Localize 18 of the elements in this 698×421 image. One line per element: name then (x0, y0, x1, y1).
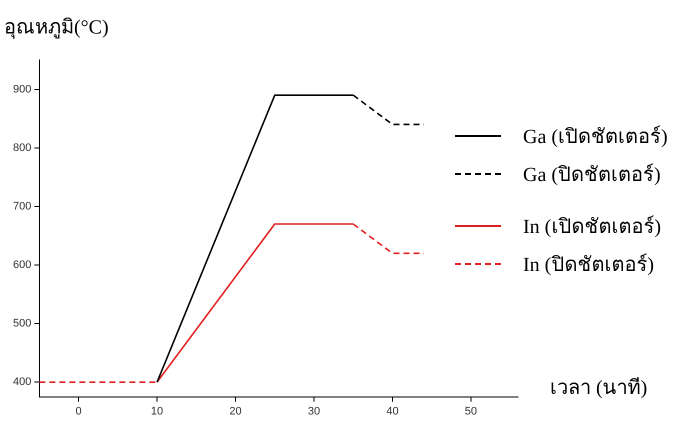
x-axis-title: เวลา (นาที) (550, 377, 648, 400)
y-tick-label: 900 (12, 83, 32, 96)
x-tick-label: 50 (464, 405, 478, 418)
x-tick-label: 20 (229, 405, 242, 418)
x-tick-label: 30 (308, 405, 320, 418)
legend-label: In (เปิดชัตเตอร์) (523, 214, 661, 240)
x-tick-label: 40 (386, 405, 399, 418)
y-tick-label: 800 (12, 142, 32, 154)
legend-label: Ga (เปิดชัตเตอร์) (523, 124, 668, 150)
x-tick-label: 10 (150, 405, 164, 418)
y-tick-label: 600 (12, 259, 32, 272)
y-axis-title: อุณหภูมิ(°C) (4, 16, 109, 40)
y-tick-label: 500 (12, 318, 32, 330)
y-tick-label: 700 (12, 200, 32, 212)
y-tick-label: 400 (12, 376, 32, 388)
x-tick-label: 0 (76, 405, 82, 418)
legend-label: Ga (ปิดชัตเตอร์) (523, 162, 661, 188)
legend-label: In (ปิดชัตเตอร์) (523, 252, 654, 278)
